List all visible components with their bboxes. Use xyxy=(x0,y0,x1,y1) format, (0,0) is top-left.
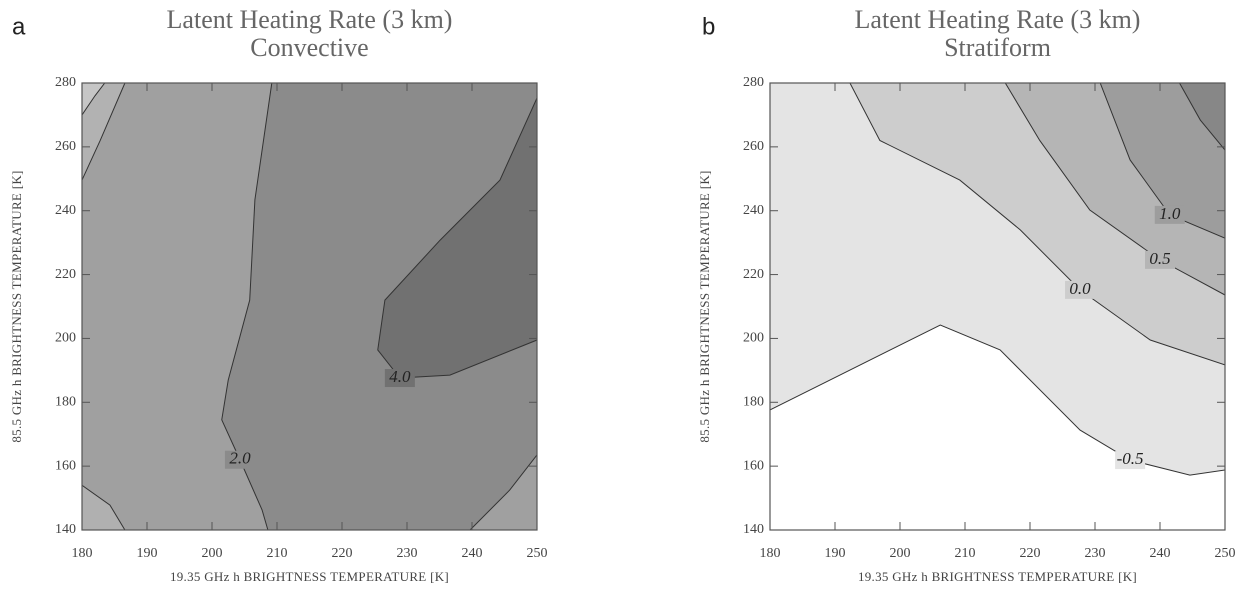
plot-area: 2.0 4.0 xyxy=(82,83,537,530)
contour-fill xyxy=(221,83,537,530)
y-tick-label: 180 xyxy=(55,395,76,410)
contour-line xyxy=(377,97,537,379)
contour-label-bg xyxy=(1115,451,1146,470)
x-tick-label: 180 xyxy=(72,546,93,561)
contour-label-bg xyxy=(224,450,255,469)
y-tick-label: 260 xyxy=(743,139,764,154)
contour-line xyxy=(770,324,1225,476)
contour-fill xyxy=(1100,83,1225,239)
x-tick-label: 230 xyxy=(1085,546,1106,561)
x-tick-label: 190 xyxy=(137,546,158,561)
x-tick-label: 240 xyxy=(462,546,483,561)
contour-fill xyxy=(470,454,537,530)
x-tick-label: 220 xyxy=(1020,546,1041,561)
plot-frame xyxy=(81,82,538,531)
contour-fill xyxy=(82,83,105,115)
x-tick-label: 210 xyxy=(955,546,976,561)
contour-label: 0.5 xyxy=(1149,249,1170,268)
contour-line xyxy=(1179,83,1225,151)
x-axis-label: 19.35 GHz h BRIGHTNESS TEMPERATURE [K] xyxy=(170,569,449,584)
contour-line xyxy=(469,454,537,530)
y-tick-label: 140 xyxy=(55,522,76,537)
plot-frame xyxy=(769,82,1226,531)
y-tick-label: 220 xyxy=(55,267,76,282)
contour-line xyxy=(82,83,106,116)
panel-letter: b xyxy=(702,13,715,40)
x-tick-label: 240 xyxy=(1150,546,1171,561)
x-tick-label: 200 xyxy=(202,546,223,561)
y-tick-label: 220 xyxy=(743,267,764,282)
contour-label: 1.0 xyxy=(1159,204,1181,223)
y-tick-label: 140 xyxy=(743,522,764,537)
panel-letter: a xyxy=(12,13,26,40)
y-tick-label: 240 xyxy=(743,203,764,218)
chart-subtitle: Convective xyxy=(250,33,368,62)
y-axis-label: 85.5 GHz h BRIGHTNESS TEMPERATURE [K] xyxy=(697,170,712,442)
y-tick-label: 260 xyxy=(55,139,76,154)
y-tick-label: 240 xyxy=(55,203,76,218)
plot-area: -0.5 0.0 0.5 1.0 xyxy=(770,83,1225,530)
contour-label: 2.0 xyxy=(229,449,251,468)
y-tick-label: 200 xyxy=(55,331,76,346)
contour-label: 0.0 xyxy=(1069,279,1091,298)
contour-label-bg xyxy=(1065,280,1096,299)
y-tick-label: 280 xyxy=(743,75,764,90)
contour-line xyxy=(82,484,126,530)
contour-label: 4.0 xyxy=(389,367,411,386)
x-tick-label: 210 xyxy=(267,546,288,561)
x-tick-label: 220 xyxy=(332,546,353,561)
contour-fill xyxy=(82,485,125,530)
chart-subtitle: Stratiform xyxy=(944,33,1051,62)
contour-label-bg xyxy=(384,369,415,388)
y-tick-label: 160 xyxy=(743,458,764,473)
contour-line xyxy=(221,83,273,530)
contour-label-bg xyxy=(1154,205,1185,224)
contour-fill xyxy=(377,98,537,379)
x-tick-label: 250 xyxy=(527,546,548,561)
x-tick-label: 250 xyxy=(1215,546,1236,561)
y-axis-label: 85.5 GHz h BRIGHTNESS TEMPERATURE [K] xyxy=(9,170,24,442)
y-tick-label: 280 xyxy=(55,75,76,90)
x-tick-label: 230 xyxy=(397,546,418,561)
x-tick-label: 180 xyxy=(760,546,781,561)
y-tick-label: 200 xyxy=(743,331,764,346)
contour-line xyxy=(82,83,126,181)
contour-label: -0.5 xyxy=(1117,449,1144,468)
contour-line xyxy=(1004,83,1225,296)
x-tick-label: 200 xyxy=(890,546,911,561)
x-axis-label: 19.35 GHz h BRIGHTNESS TEMPERATURE [K] xyxy=(858,569,1137,584)
contour-line xyxy=(1099,83,1225,239)
y-tick-label: 160 xyxy=(55,458,76,473)
chart-title: Latent Heating Rate (3 km) xyxy=(855,5,1141,34)
y-tick-label: 180 xyxy=(743,395,764,410)
chart-title: Latent Heating Rate (3 km) xyxy=(167,5,453,34)
contour-line xyxy=(849,83,1225,366)
contour-fill xyxy=(1179,83,1225,151)
x-tick-label: 190 xyxy=(825,546,846,561)
contour-label-bg xyxy=(1145,250,1175,269)
